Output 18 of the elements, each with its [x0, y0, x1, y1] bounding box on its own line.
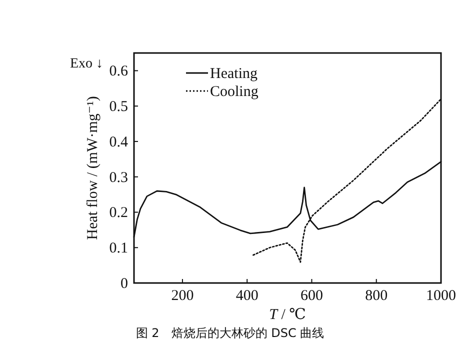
- y-tick-label: 0.2: [109, 205, 128, 222]
- x-tick-label: 400: [236, 288, 258, 304]
- y-tick-label: 0.1: [109, 240, 128, 257]
- legend-label: Cooling: [210, 84, 259, 100]
- x-tick-label: 1000: [426, 288, 456, 304]
- x-tick-label: 200: [171, 288, 194, 304]
- y-tick-label: 0.3: [109, 170, 128, 186]
- y-tick-label: 0.5: [109, 99, 128, 116]
- y-axis-title: Heat flow / (mW·mg⁻¹): [85, 96, 101, 240]
- x-tick-label: 800: [365, 288, 388, 304]
- y-tick-label: 0.4: [109, 134, 128, 150]
- text: Exo ↓: [70, 56, 104, 72]
- y-tick-label: 0: [120, 276, 128, 292]
- x-axis-title: T / ℃: [269, 307, 306, 323]
- legend-label: Heating: [210, 66, 258, 82]
- caption: 图 2 焙烧后的大林砂的 DSC 曲线: [136, 326, 324, 340]
- x-tick-label: 600: [300, 288, 323, 304]
- y-tick-label: 0.6: [109, 64, 128, 80]
